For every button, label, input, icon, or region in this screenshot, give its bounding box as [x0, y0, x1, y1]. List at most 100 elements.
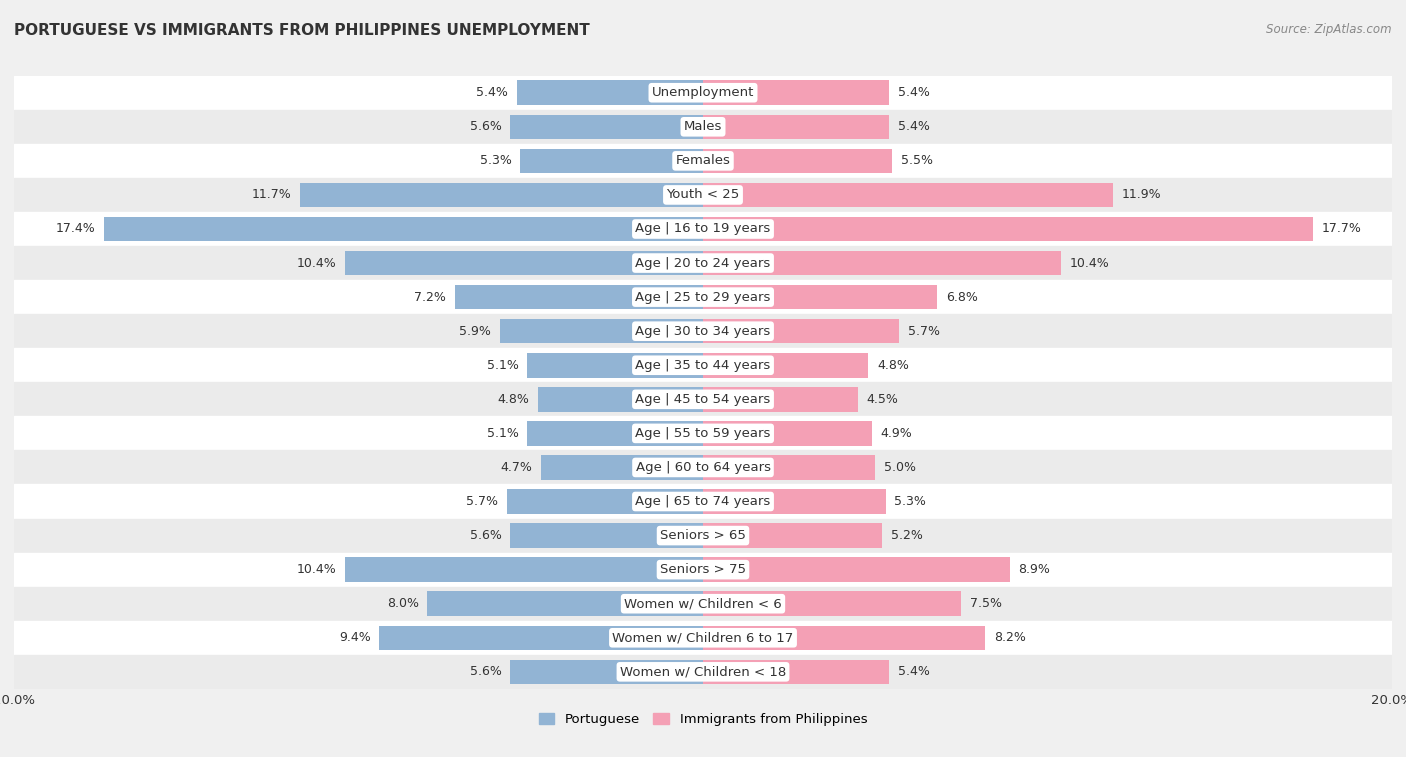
- Bar: [537, 387, 703, 412]
- Bar: [14, 553, 1392, 587]
- Text: Age | 35 to 44 years: Age | 35 to 44 years: [636, 359, 770, 372]
- Text: 11.7%: 11.7%: [252, 188, 291, 201]
- Text: Women w/ Children 6 to 17: Women w/ Children 6 to 17: [613, 631, 793, 644]
- Text: Source: ZipAtlas.com: Source: ZipAtlas.com: [1267, 23, 1392, 36]
- Bar: [456, 285, 703, 310]
- Text: 10.4%: 10.4%: [297, 257, 336, 269]
- Text: PORTUGUESE VS IMMIGRANTS FROM PHILIPPINES UNEMPLOYMENT: PORTUGUESE VS IMMIGRANTS FROM PHILIPPINE…: [14, 23, 589, 38]
- Bar: [527, 421, 703, 446]
- Text: 7.5%: 7.5%: [970, 597, 1002, 610]
- Text: Unemployment: Unemployment: [652, 86, 754, 99]
- Bar: [703, 421, 872, 446]
- Bar: [14, 76, 1392, 110]
- Text: Women w/ Children < 18: Women w/ Children < 18: [620, 665, 786, 678]
- Text: 5.6%: 5.6%: [470, 665, 502, 678]
- Bar: [510, 659, 703, 684]
- Text: 5.7%: 5.7%: [465, 495, 498, 508]
- Bar: [14, 144, 1392, 178]
- Text: 5.9%: 5.9%: [460, 325, 491, 338]
- Bar: [14, 382, 1392, 416]
- Bar: [14, 110, 1392, 144]
- Text: 5.0%: 5.0%: [884, 461, 915, 474]
- Bar: [427, 591, 703, 616]
- Text: 6.8%: 6.8%: [946, 291, 977, 304]
- Bar: [703, 148, 893, 173]
- Text: Women w/ Children < 6: Women w/ Children < 6: [624, 597, 782, 610]
- Bar: [703, 625, 986, 650]
- Bar: [703, 285, 938, 310]
- Text: 4.7%: 4.7%: [501, 461, 533, 474]
- Text: 5.3%: 5.3%: [479, 154, 512, 167]
- Bar: [703, 387, 858, 412]
- Bar: [14, 416, 1392, 450]
- Bar: [506, 489, 703, 514]
- Text: Seniors > 75: Seniors > 75: [659, 563, 747, 576]
- Bar: [703, 80, 889, 105]
- Text: 5.3%: 5.3%: [894, 495, 927, 508]
- Text: 11.9%: 11.9%: [1122, 188, 1161, 201]
- Text: 4.9%: 4.9%: [880, 427, 912, 440]
- Bar: [541, 455, 703, 480]
- Bar: [14, 348, 1392, 382]
- Bar: [517, 80, 703, 105]
- Text: 5.6%: 5.6%: [470, 120, 502, 133]
- Text: Youth < 25: Youth < 25: [666, 188, 740, 201]
- Bar: [499, 319, 703, 344]
- Bar: [703, 557, 1010, 582]
- Text: 5.4%: 5.4%: [897, 120, 929, 133]
- Text: Age | 65 to 74 years: Age | 65 to 74 years: [636, 495, 770, 508]
- Bar: [703, 114, 889, 139]
- Bar: [14, 484, 1392, 519]
- Bar: [344, 251, 703, 276]
- Text: 4.5%: 4.5%: [866, 393, 898, 406]
- Bar: [703, 455, 875, 480]
- Text: 5.4%: 5.4%: [897, 86, 929, 99]
- Bar: [703, 353, 869, 378]
- Bar: [510, 114, 703, 139]
- Text: 10.4%: 10.4%: [297, 563, 336, 576]
- Text: Age | 60 to 64 years: Age | 60 to 64 years: [636, 461, 770, 474]
- Bar: [510, 523, 703, 548]
- Text: Females: Females: [675, 154, 731, 167]
- Text: 5.1%: 5.1%: [486, 427, 519, 440]
- Bar: [703, 659, 889, 684]
- Text: 8.0%: 8.0%: [387, 597, 419, 610]
- Bar: [520, 148, 703, 173]
- Text: 8.9%: 8.9%: [1018, 563, 1050, 576]
- Bar: [299, 182, 703, 207]
- Bar: [14, 212, 1392, 246]
- Bar: [104, 217, 703, 241]
- Bar: [344, 557, 703, 582]
- Text: Age | 20 to 24 years: Age | 20 to 24 years: [636, 257, 770, 269]
- Text: 5.7%: 5.7%: [908, 325, 941, 338]
- Bar: [703, 182, 1114, 207]
- Text: 7.2%: 7.2%: [415, 291, 446, 304]
- Bar: [14, 314, 1392, 348]
- Text: 8.2%: 8.2%: [994, 631, 1026, 644]
- Text: 17.7%: 17.7%: [1322, 223, 1361, 235]
- Bar: [14, 246, 1392, 280]
- Text: Age | 55 to 59 years: Age | 55 to 59 years: [636, 427, 770, 440]
- Bar: [380, 625, 703, 650]
- Text: 5.4%: 5.4%: [897, 665, 929, 678]
- Bar: [703, 489, 886, 514]
- Text: 4.8%: 4.8%: [498, 393, 529, 406]
- Text: 10.4%: 10.4%: [1070, 257, 1109, 269]
- Bar: [14, 450, 1392, 484]
- Bar: [703, 217, 1313, 241]
- Text: 9.4%: 9.4%: [339, 631, 371, 644]
- Text: Age | 16 to 19 years: Age | 16 to 19 years: [636, 223, 770, 235]
- Bar: [703, 523, 882, 548]
- Bar: [703, 319, 900, 344]
- Text: 5.5%: 5.5%: [901, 154, 934, 167]
- Bar: [703, 251, 1062, 276]
- Text: 5.2%: 5.2%: [891, 529, 922, 542]
- Text: Age | 30 to 34 years: Age | 30 to 34 years: [636, 325, 770, 338]
- Text: Males: Males: [683, 120, 723, 133]
- Bar: [14, 519, 1392, 553]
- Bar: [14, 587, 1392, 621]
- Text: 5.6%: 5.6%: [470, 529, 502, 542]
- Bar: [703, 591, 962, 616]
- Bar: [527, 353, 703, 378]
- Bar: [14, 178, 1392, 212]
